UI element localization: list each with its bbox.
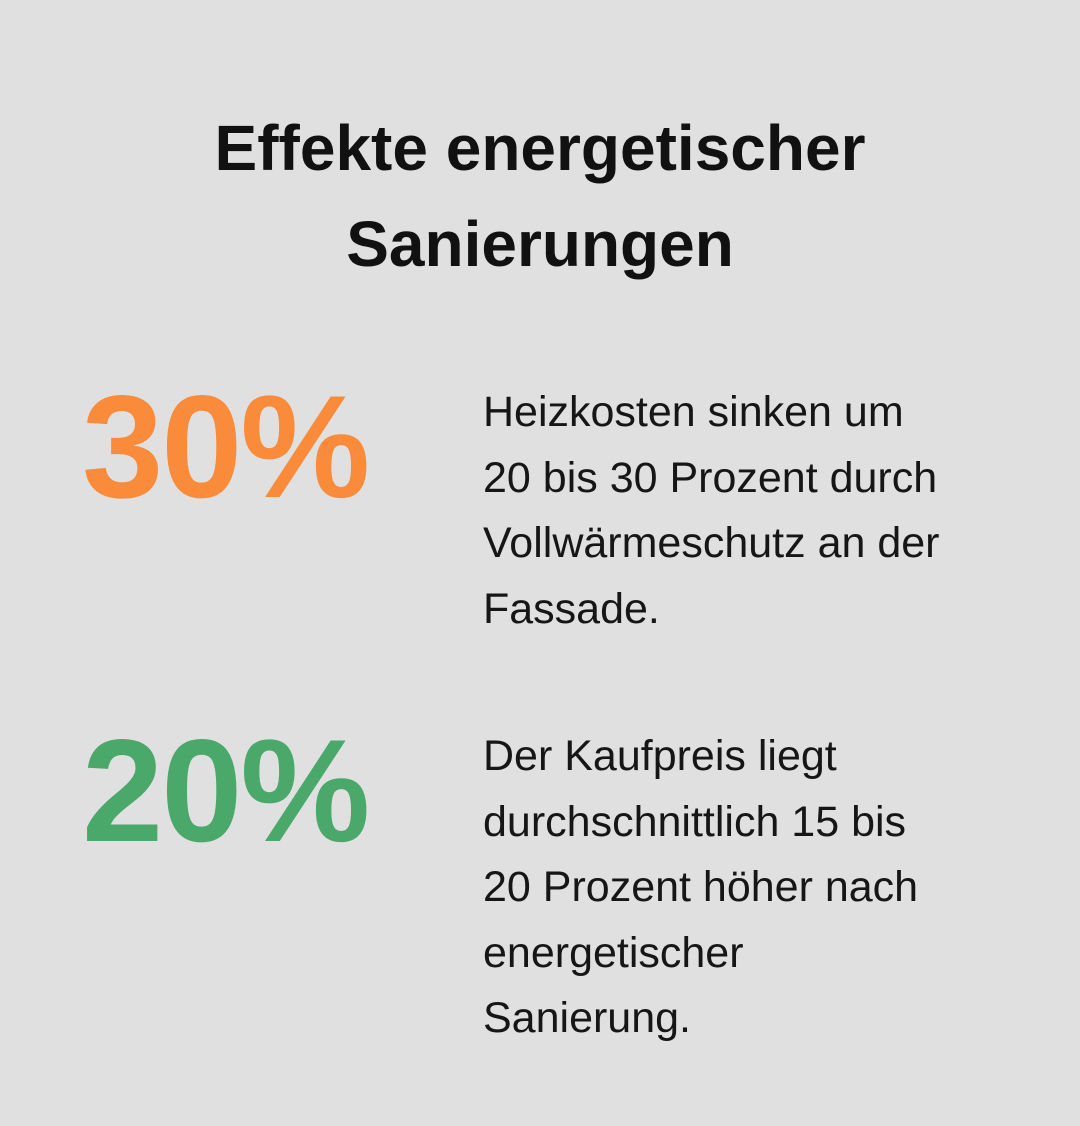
description-line: Vollwärmeschutz an der <box>483 519 940 567</box>
description-line: durchschnittlich 15 bis <box>483 797 907 846</box>
title-line: Effekte energetischer <box>214 112 866 184</box>
description-line: Sanierung. <box>483 994 691 1042</box>
description-line: Fassade. <box>483 584 660 633</box>
title: Effekte energetischer Sanierungen <box>0 100 1080 292</box>
stat-description: Heizkosten sinken um 20 bis 30 Prozent du… <box>483 380 940 642</box>
description-line: Heizkosten sinken um <box>483 388 904 436</box>
description-line: 20 bis 30 Prozent durch <box>483 453 938 502</box>
description-line: 20 Prozent höher nach <box>483 863 919 911</box>
title-line: Sanierungen <box>346 208 734 280</box>
stat-value: 20% <box>82 709 370 872</box>
stat-description: Der Kaufpreis liegt durchschnittlich 15 b… <box>483 724 918 1052</box>
stat-value: 30% <box>82 365 370 528</box>
description-line: energetischer <box>483 928 744 977</box>
description-line: Der Kaufpreis liegt <box>483 732 837 780</box>
